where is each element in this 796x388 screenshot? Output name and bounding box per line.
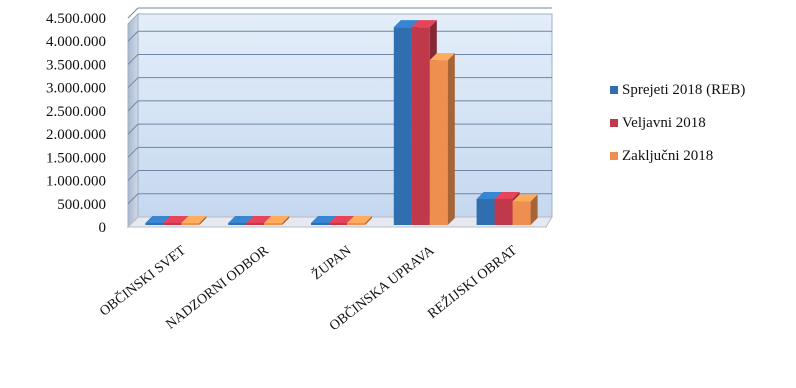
category-label: REŽIJSKI OBRAT — [424, 241, 520, 321]
bar — [512, 194, 538, 225]
gridline — [127, 77, 139, 89]
legend-item: Veljavni 2018 — [610, 111, 745, 135]
gridline — [127, 100, 139, 112]
gridline — [127, 123, 139, 135]
legend-item: Zaključni 2018 — [610, 144, 745, 168]
gridline — [127, 54, 139, 65]
legend-swatch — [610, 86, 618, 94]
y-tick-label: 0 — [99, 220, 107, 236]
y-tick-label: 2.500.000 — [46, 104, 106, 120]
legend-label: Veljavni 2018 — [622, 114, 706, 131]
gridline — [127, 146, 139, 158]
y-tick-label: 500.000 — [57, 197, 106, 213]
y-tick-label: 1.500.000 — [46, 150, 106, 166]
gridline — [127, 193, 139, 205]
y-tick-label: 2.000.000 — [46, 127, 106, 143]
y-tick-label: 1.000.000 — [46, 174, 106, 190]
gridline — [127, 7, 139, 19]
y-tick-label: 3.500.000 — [46, 57, 106, 73]
category-label: OBČINSKI SVET — [96, 241, 189, 319]
bar — [264, 216, 290, 225]
y-tick-label: 4.000.000 — [46, 34, 106, 50]
bar — [181, 216, 207, 225]
legend-swatch — [610, 152, 618, 160]
bar-series — [145, 20, 538, 225]
y-axis-tick-labels: 0 500.000 1.000.000 1.500.000 2.000.000 2.500… — [46, 11, 106, 236]
gridline — [127, 170, 139, 181]
gridlines — [127, 7, 552, 205]
legend: Sprejeti 2018 (REB) Veljavni 2018 Zaključn… — [610, 78, 745, 177]
category-label: ŽUPAN — [308, 242, 354, 283]
bar — [347, 216, 372, 225]
y-tick-label: 4.500.000 — [46, 11, 106, 27]
legend-label: Zaključni 2018 — [622, 147, 714, 164]
legend-label: Sprejeti 2018 (REB) — [622, 81, 746, 98]
legend-item: Sprejeti 2018 (REB) — [610, 78, 745, 102]
bar — [429, 53, 455, 225]
y-tick-label: 3.000.000 — [46, 81, 106, 97]
gridline — [127, 30, 139, 42]
legend-swatch — [610, 119, 618, 127]
